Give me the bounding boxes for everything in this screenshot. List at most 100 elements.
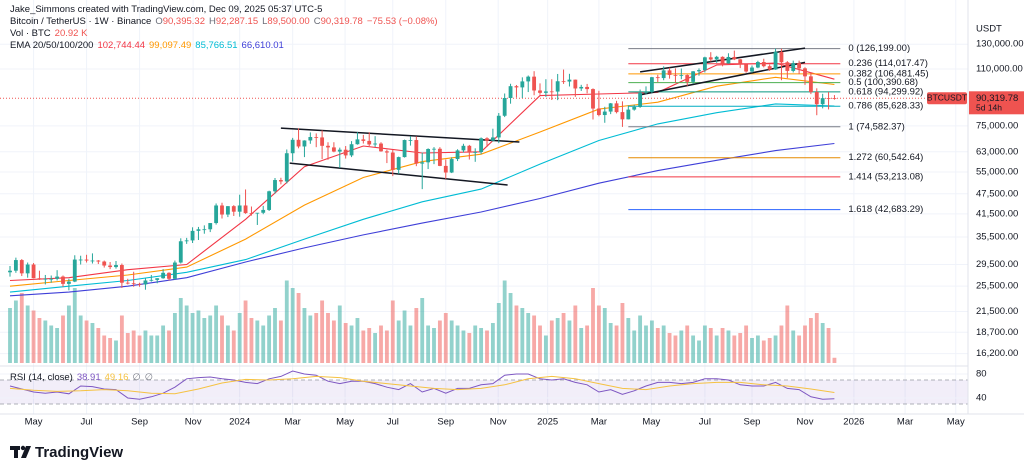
volume-bar <box>13 300 18 363</box>
candle-body <box>661 70 666 79</box>
volume-bar <box>231 330 236 363</box>
rsi-value: 38.91 <box>76 372 101 383</box>
ema-value: 85,766.51 <box>195 40 238 51</box>
candle-body <box>826 98 831 99</box>
ema-value: 99,097.49 <box>149 40 192 51</box>
candle-body <box>732 56 737 60</box>
candle-body <box>220 205 224 215</box>
y-tick-label: 47,500.00 <box>976 188 1018 199</box>
volume-bar <box>61 315 65 363</box>
ema-value: 102,744.44 <box>97 40 146 51</box>
volume-bar <box>108 338 113 363</box>
x-tick-label: May <box>642 417 660 428</box>
x-tick-label: May <box>336 417 354 428</box>
candle-body <box>697 70 701 72</box>
volume-bar <box>496 303 501 363</box>
volume-bar <box>732 335 737 363</box>
ema-line <box>9 103 835 293</box>
candle-body <box>803 68 807 77</box>
candle-body <box>761 62 766 67</box>
logo-text: TradingView <box>35 444 123 461</box>
candle-body <box>461 145 466 151</box>
y-tick-label: 29,500.00 <box>976 259 1018 270</box>
candle-body <box>349 144 354 156</box>
volume-bar <box>361 330 366 363</box>
candle-body <box>78 259 83 261</box>
volume-bar <box>508 293 513 363</box>
y-tick-label: 55,000.00 <box>976 167 1018 178</box>
volume-bar <box>190 313 195 363</box>
volume-bar <box>137 335 142 363</box>
volume-bar <box>373 333 378 363</box>
candle-body <box>149 279 154 281</box>
candle-body <box>473 152 478 153</box>
volume-bar <box>90 323 95 363</box>
candle-body <box>702 57 707 71</box>
volume-bar <box>114 340 118 363</box>
rsi-legend: RSI (14, close) 38.91 49.16 ∅ ∅ <box>10 372 157 384</box>
volume-bar <box>443 313 448 363</box>
fib-label: 1.618 (42,683.29) <box>848 204 923 215</box>
volume-bar <box>349 325 354 363</box>
candle-body <box>479 138 484 153</box>
candle-body <box>326 145 330 148</box>
candle-body <box>579 86 584 89</box>
candle-body <box>655 77 660 79</box>
x-tick-label: Mar <box>897 417 913 428</box>
volume-bar <box>461 330 466 363</box>
volume-bar <box>178 298 183 363</box>
volume-bar <box>638 315 643 363</box>
volume-bar <box>78 315 83 363</box>
candle-body <box>367 140 372 145</box>
candle-body <box>797 63 802 69</box>
candle-body <box>443 165 448 173</box>
volume-bar <box>814 313 819 363</box>
volume-bar <box>473 325 478 363</box>
symbol-legend: Bitcoin / TetherUS · 1W · Binance O90,395… <box>10 16 442 28</box>
candle-body <box>755 62 760 68</box>
volume-bar <box>8 308 12 363</box>
candle-body <box>538 90 542 93</box>
candle-body <box>691 71 696 82</box>
x-tick-label: Jul <box>699 417 711 428</box>
volume-bar <box>131 330 136 363</box>
rsi-extra: ∅ <box>144 372 153 383</box>
rsi-line <box>9 370 835 400</box>
candle-body <box>620 112 625 120</box>
volume-bar <box>697 340 701 363</box>
candle-body <box>55 276 60 279</box>
volume-bar <box>779 325 784 363</box>
volume-bar <box>220 315 224 363</box>
volume-bar <box>320 300 325 363</box>
volume-bar <box>455 325 460 363</box>
candle-body <box>31 264 36 279</box>
fib-label: 1 (74,582.37) <box>848 121 905 132</box>
volume-bar <box>84 320 89 363</box>
volume-bar <box>390 300 395 363</box>
volume-bar <box>585 325 590 363</box>
y-tick-label: 21,500.00 <box>976 306 1018 317</box>
volume-bar <box>314 313 319 363</box>
volume-bar <box>632 330 637 363</box>
volume-bar <box>25 305 30 363</box>
volume-bar <box>832 357 837 363</box>
volume-bar <box>750 338 754 363</box>
volume-bar <box>667 333 672 363</box>
volume-bar <box>402 310 407 363</box>
volume-bar <box>520 308 525 363</box>
volume-bar <box>655 328 660 363</box>
symbol-badge <box>927 92 967 105</box>
candle-body <box>72 259 77 282</box>
candle-body <box>61 276 65 284</box>
candle-body <box>267 191 272 210</box>
symbol-title: Bitcoin / TetherUS · 1W · Binance <box>10 16 152 27</box>
candle-body <box>108 265 113 268</box>
candle-body <box>125 282 130 284</box>
y-tick-label: 16,200.00 <box>976 348 1018 359</box>
candle-body <box>390 152 395 170</box>
candle-body <box>284 153 289 182</box>
volume-bar <box>284 280 289 363</box>
ema-value: 66,610.01 <box>241 40 284 51</box>
ema-title: EMA 20/50/100/200 <box>10 40 94 51</box>
